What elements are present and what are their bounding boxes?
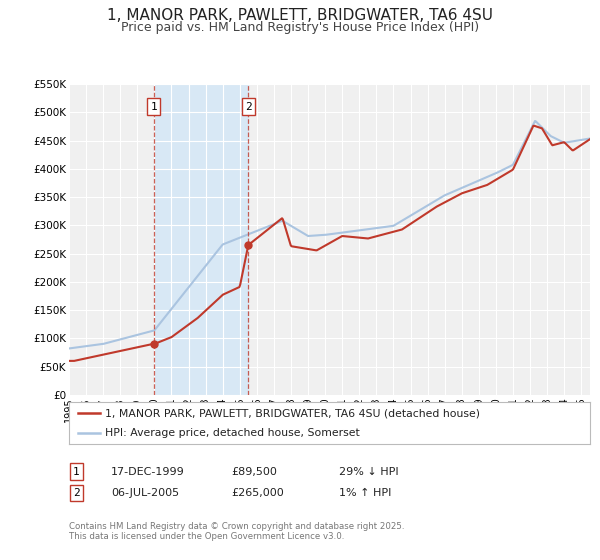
Text: 29% ↓ HPI: 29% ↓ HPI (339, 466, 398, 477)
Text: Contains HM Land Registry data © Crown copyright and database right 2025.
This d: Contains HM Land Registry data © Crown c… (69, 522, 404, 542)
Text: 1% ↑ HPI: 1% ↑ HPI (339, 488, 391, 498)
Text: £265,000: £265,000 (231, 488, 284, 498)
Text: 2: 2 (73, 488, 80, 498)
Text: 1, MANOR PARK, PAWLETT, BRIDGWATER, TA6 4SU: 1, MANOR PARK, PAWLETT, BRIDGWATER, TA6 … (107, 8, 493, 24)
Text: Price paid vs. HM Land Registry's House Price Index (HPI): Price paid vs. HM Land Registry's House … (121, 21, 479, 34)
Text: 1: 1 (73, 466, 80, 477)
Text: 2: 2 (245, 101, 251, 111)
Text: 1: 1 (151, 101, 157, 111)
Bar (154, 84, 248, 395)
Text: 17-DEC-1999: 17-DEC-1999 (111, 466, 185, 477)
Text: £89,500: £89,500 (231, 466, 277, 477)
Text: HPI: Average price, detached house, Somerset: HPI: Average price, detached house, Some… (106, 428, 360, 438)
Text: 06-JUL-2005: 06-JUL-2005 (111, 488, 179, 498)
Text: 1, MANOR PARK, PAWLETT, BRIDGWATER, TA6 4SU (detached house): 1, MANOR PARK, PAWLETT, BRIDGWATER, TA6 … (106, 408, 481, 418)
